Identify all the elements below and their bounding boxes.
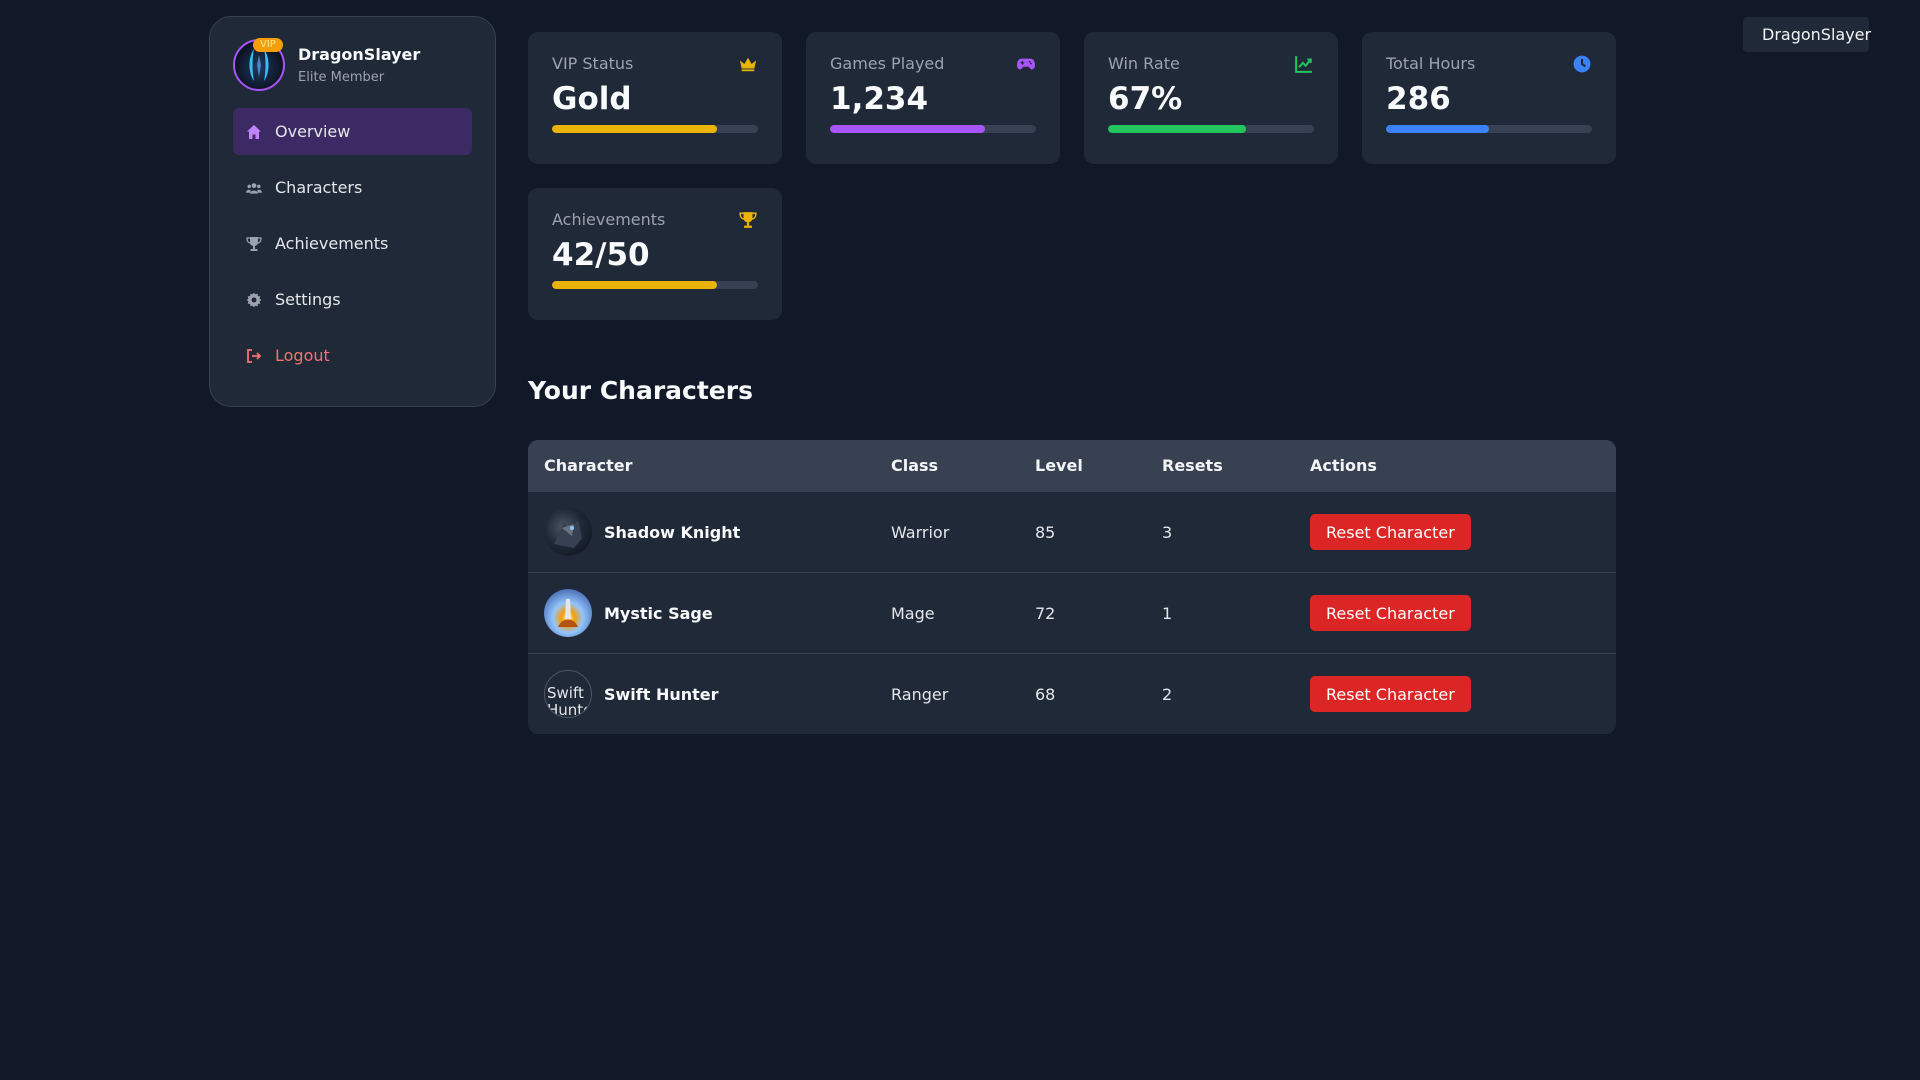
users-icon <box>245 179 263 197</box>
stat-value: 286 <box>1386 81 1451 117</box>
column-header-class: Class <box>891 456 939 475</box>
gear-icon <box>245 291 263 309</box>
sidebar-item-label: Achievements <box>275 234 389 253</box>
stat-value: 1,234 <box>830 81 929 117</box>
stat-label: Games Played <box>830 54 945 73</box>
sidebar-item-achievements[interactable]: Achievements <box>233 220 472 267</box>
stat-card-achievements: Achievements 42/50 <box>528 188 782 320</box>
character-resets: 2 <box>1162 684 1173 704</box>
section-title: Your Characters <box>528 376 753 405</box>
character-name: Mystic Sage <box>604 603 713 623</box>
reset-character-button[interactable]: Reset Character <box>1310 595 1471 631</box>
stat-label: Total Hours <box>1386 54 1476 73</box>
character-avatar <box>544 589 592 637</box>
progress-fill <box>552 281 717 289</box>
sidebar-item-label: Characters <box>275 178 363 197</box>
progress-fill <box>830 125 985 133</box>
stat-card-games-played: Games Played 1,234 <box>806 32 1060 164</box>
character-resets: 1 <box>1162 603 1173 623</box>
character-level: 68 <box>1035 684 1056 704</box>
character-resets: 3 <box>1162 522 1173 542</box>
trophy-icon <box>245 235 263 253</box>
stat-label: Achievements <box>552 210 666 229</box>
sidebar-item-label: Settings <box>275 290 341 309</box>
sidebar-item-label: Logout <box>275 346 330 365</box>
user-select-dropdown[interactable]: DragonSlayer <box>1742 16 1872 53</box>
reset-character-button[interactable]: Reset Character <box>1310 514 1471 550</box>
progress-bar <box>830 125 1036 133</box>
home-icon <box>245 123 263 141</box>
table-header: Character Class Level Resets Actions <box>528 440 1616 491</box>
column-header-resets: Resets <box>1162 456 1223 475</box>
character-name: Shadow Knight <box>604 522 741 542</box>
broken-image-alt-text: Swift Hunter <box>547 684 592 718</box>
stat-value: 67% <box>1108 81 1183 117</box>
clock-icon <box>1572 55 1592 73</box>
gamepad-icon <box>1016 55 1036 73</box>
trophy-icon <box>738 211 758 229</box>
character-class: Mage <box>891 603 935 623</box>
progress-bar <box>552 281 758 289</box>
character-level: 72 <box>1035 603 1056 623</box>
crown-icon <box>738 55 758 73</box>
table-row: Mystic Sage Mage 72 1 Reset Character <box>528 572 1616 653</box>
progress-fill <box>1386 125 1489 133</box>
sidebar: VIP DragonSlayer Elite Member Overview C… <box>209 16 496 407</box>
reset-character-button[interactable]: Reset Character <box>1310 676 1471 712</box>
sidebar-item-settings[interactable]: Settings <box>233 276 472 323</box>
progress-fill <box>1108 125 1247 133</box>
column-header-level: Level <box>1035 456 1083 475</box>
characters-table: Character Class Level Resets Actions Sha… <box>528 440 1616 734</box>
dragon-logo-icon <box>249 48 269 81</box>
chart-line-icon <box>1294 55 1314 73</box>
logout-icon <box>245 347 263 365</box>
stat-label: Win Rate <box>1108 54 1180 73</box>
avatar: VIP <box>233 37 285 91</box>
stat-card-win-rate: Win Rate 67% <box>1084 32 1338 164</box>
progress-bar <box>1108 125 1314 133</box>
character-class: Ranger <box>891 684 949 704</box>
stat-value: Gold <box>552 81 632 117</box>
member-tier-label: Elite Member <box>298 69 385 85</box>
sidebar-item-logout[interactable]: Logout <box>233 332 472 379</box>
profile-card: VIP DragonSlayer Elite Member <box>233 37 472 92</box>
user-select-value: DragonSlayer <box>1762 25 1872 44</box>
table-row: Shadow Knight Warrior 85 3 Reset Charact… <box>528 491 1616 572</box>
profile-username: DragonSlayer <box>298 44 421 64</box>
table-row: Swift Hunter Swift Hunter Ranger 68 2 Re… <box>528 653 1616 734</box>
progress-bar <box>1386 125 1592 133</box>
stat-card-total-hours: Total Hours 286 <box>1362 32 1616 164</box>
character-name: Swift Hunter <box>604 684 719 704</box>
progress-fill <box>552 125 717 133</box>
progress-bar <box>552 125 758 133</box>
character-avatar-broken-image: Swift Hunter <box>544 670 592 718</box>
column-header-actions: Actions <box>1310 456 1377 475</box>
sidebar-item-overview[interactable]: Overview <box>233 108 472 155</box>
character-avatar <box>544 508 592 556</box>
vip-badge: VIP <box>253 37 283 52</box>
column-header-character: Character <box>544 456 633 475</box>
sidebar-item-label: Overview <box>275 122 351 141</box>
stat-card-vip-status: VIP Status Gold <box>528 32 782 164</box>
stat-label: VIP Status <box>552 54 634 73</box>
stat-value: 42/50 <box>552 237 650 273</box>
sidebar-item-characters[interactable]: Characters <box>233 164 472 211</box>
character-level: 85 <box>1035 522 1056 542</box>
character-class: Warrior <box>891 522 950 542</box>
